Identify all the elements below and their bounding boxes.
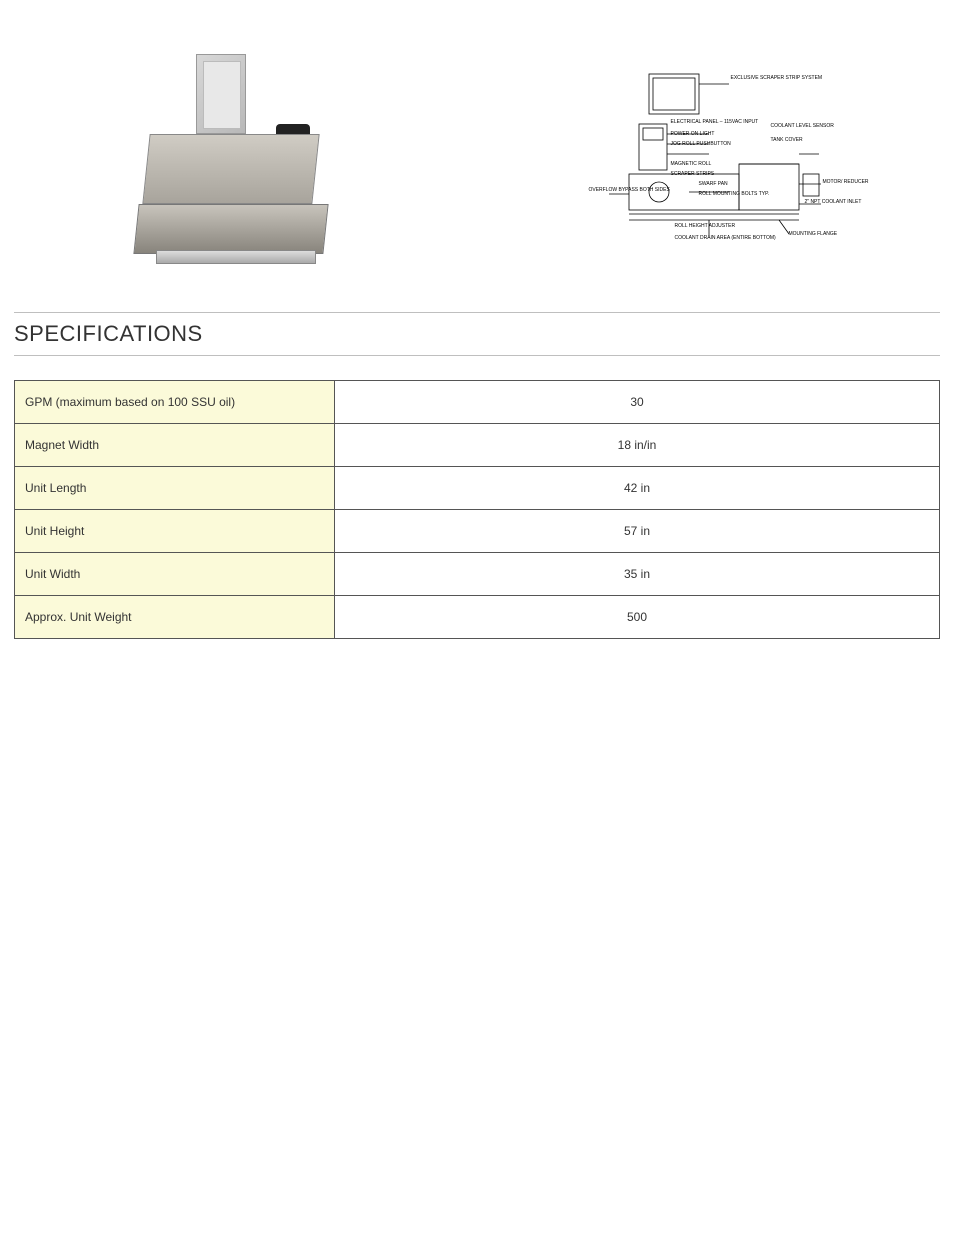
spec-value: 35 in [335, 553, 940, 596]
product-photo [136, 54, 336, 274]
sch-label-drain: COOLANT DRAIN AREA (ENTIRE BOTTOM) [675, 236, 776, 241]
spec-table-body: GPM (maximum based on 100 SSU oil) 30 Ma… [15, 381, 940, 639]
sch-label-jog: JOG ROLL PUSHBUTTON [671, 142, 731, 147]
sch-label-tankcover: TANK COVER [771, 138, 803, 143]
product-photo-cell [14, 44, 457, 284]
photo-cabinet [196, 54, 246, 134]
page-root: EXCLUSIVE SCRAPER STRIP SYSTEM ELECTRICA… [0, 0, 954, 679]
spec-value: 18 in/in [335, 424, 940, 467]
schematic-diagram: EXCLUSIVE SCRAPER STRIP SYSTEM ELECTRICA… [589, 64, 849, 264]
sch-label-rollheight: ROLL HEIGHT ADJUSTER [675, 224, 736, 229]
spec-label: Approx. Unit Weight [15, 596, 335, 639]
schematic-cell: EXCLUSIVE SCRAPER STRIP SYSTEM ELECTRICA… [497, 44, 940, 284]
sch-label-motor: MOTOR/ REDUCER [823, 180, 869, 185]
table-row: Unit Length 42 in [15, 467, 940, 510]
photo-base [156, 250, 316, 264]
sch-label-exclusive: EXCLUSIVE SCRAPER STRIP SYSTEM [731, 76, 823, 81]
sch-label-rollmount: ROLL MOUNTING BOLTS TYP. [699, 192, 770, 197]
sch-label-inlet: 2" NPT COOLANT INLET [805, 200, 862, 205]
sch-label-scraper: SCRAPER STRIPS [671, 172, 715, 177]
table-row: Magnet Width 18 in/in [15, 424, 940, 467]
spec-label: Unit Width [15, 553, 335, 596]
spec-value: 42 in [335, 467, 940, 510]
images-row: EXCLUSIVE SCRAPER STRIP SYSTEM ELECTRICA… [14, 14, 940, 294]
table-row: Approx. Unit Weight 500 [15, 596, 940, 639]
spec-value: 57 in [335, 510, 940, 553]
section-heading: SPECIFICATIONS [14, 312, 940, 356]
sch-label-coolantlevel: COOLANT LEVEL SENSOR [771, 124, 834, 129]
spec-label: Unit Length [15, 467, 335, 510]
sch-label-elec: ELECTRICAL PANEL – 115VAC INPUT [671, 120, 759, 125]
spec-label: Unit Height [15, 510, 335, 553]
spec-value: 30 [335, 381, 940, 424]
sch-label-flange: MOUNTING FLANGE [789, 232, 838, 237]
photo-body [142, 134, 319, 204]
spec-table: GPM (maximum based on 100 SSU oil) 30 Ma… [14, 380, 940, 639]
table-row: GPM (maximum based on 100 SSU oil) 30 [15, 381, 940, 424]
table-row: Unit Width 35 in [15, 553, 940, 596]
photo-tray [133, 204, 328, 254]
sch-label-swarf: SWARF PAN [699, 182, 728, 187]
spec-value: 500 [335, 596, 940, 639]
sch-label-mag: MAGNETIC ROLL [671, 162, 712, 167]
table-row: Unit Height 57 in [15, 510, 940, 553]
sch-label-overflow: OVERFLOW BYPASS BOTH SIDES [589, 188, 627, 193]
spec-label: Magnet Width [15, 424, 335, 467]
sch-label-power: POWER ON LIGHT [671, 132, 715, 137]
spec-label: GPM (maximum based on 100 SSU oil) [15, 381, 335, 424]
